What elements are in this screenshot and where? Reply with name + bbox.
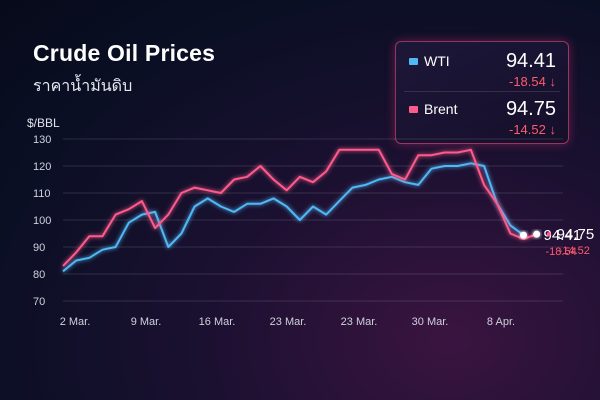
arrow-down-icon: ↓ [549,122,557,137]
series-line-brent [62,148,538,267]
legend-panel: WTI 94.41 -18.54 ↓ Brent 94.75 -14.52 ↓ [395,41,569,144]
y-ticks: 130 120 110 100 90 80 70 [33,134,51,308]
end-point-wti [520,231,528,239]
end-label-change-wti: -18.54 [546,246,577,258]
legend-change-wti: -18.54 ↓ [509,74,556,89]
x-tick-label: 8 Apr. [487,316,515,328]
series [62,148,538,273]
y-tick-label: 80 [33,269,45,281]
arrow-down-icon: ↓ [549,74,557,89]
end-dot-brent [546,232,551,237]
chart-subtitle: ราคาน้ำมันดิบ [33,76,133,95]
x-tick-label: 30 Mar. [412,316,449,328]
x-tick-label: 2 Mar. [60,316,91,328]
x-tick-label: 23 Mar. [270,316,307,328]
x-ticks: 2 Mar. 9 Mar. 16 Mar. 23 Mar. 23 Mar. 30 Mar.… [60,316,515,328]
end-labels: 94.41 -18.54 94.75 -14.52 [520,226,594,258]
legend-swatch-brent [409,106,418,113]
chart-title: Crude Oil Prices [33,40,216,66]
y-tick-label: 130 [33,134,51,146]
grid [63,138,563,302]
y-axis-label: $/BBL [27,116,60,130]
y-tick-label: 100 [33,215,51,227]
y-tick-label: 110 [33,188,51,200]
legend-swatch-wti [409,58,418,65]
y-tick-label: 120 [33,161,51,173]
end-label-change-brent: -14.52 [559,245,590,257]
x-tick-label: 16 Mar. [199,316,236,328]
y-tick-label: 90 [33,242,45,254]
legend-divider [404,91,560,92]
x-tick-label: 23 Mar. [341,316,378,328]
legend-row-wti: WTI 94.41 -18.54 ↓ [396,44,568,92]
end-label-value-brent: 94.75 [557,226,595,243]
series-line-wti [62,162,525,273]
y-tick-label: 70 [33,296,45,308]
legend-change-wti-text: -18.54 [509,74,546,89]
legend-row-brent: Brent 94.75 -14.52 ↓ [396,92,568,140]
x-tick-label: 9 Mar. [131,316,162,328]
legend-name-wti: WTI [424,53,450,69]
end-label-value-wti: 94.41 [544,227,582,244]
legend-value-wti: 94.41 [505,50,556,72]
legend-change-brent: -14.52 ↓ [509,122,556,137]
legend-change-brent-text: -14.52 [509,122,546,137]
legend-name-brent: Brent [424,101,458,117]
end-point-brent [533,230,541,238]
legend-value-brent: 94.75 [505,98,556,120]
